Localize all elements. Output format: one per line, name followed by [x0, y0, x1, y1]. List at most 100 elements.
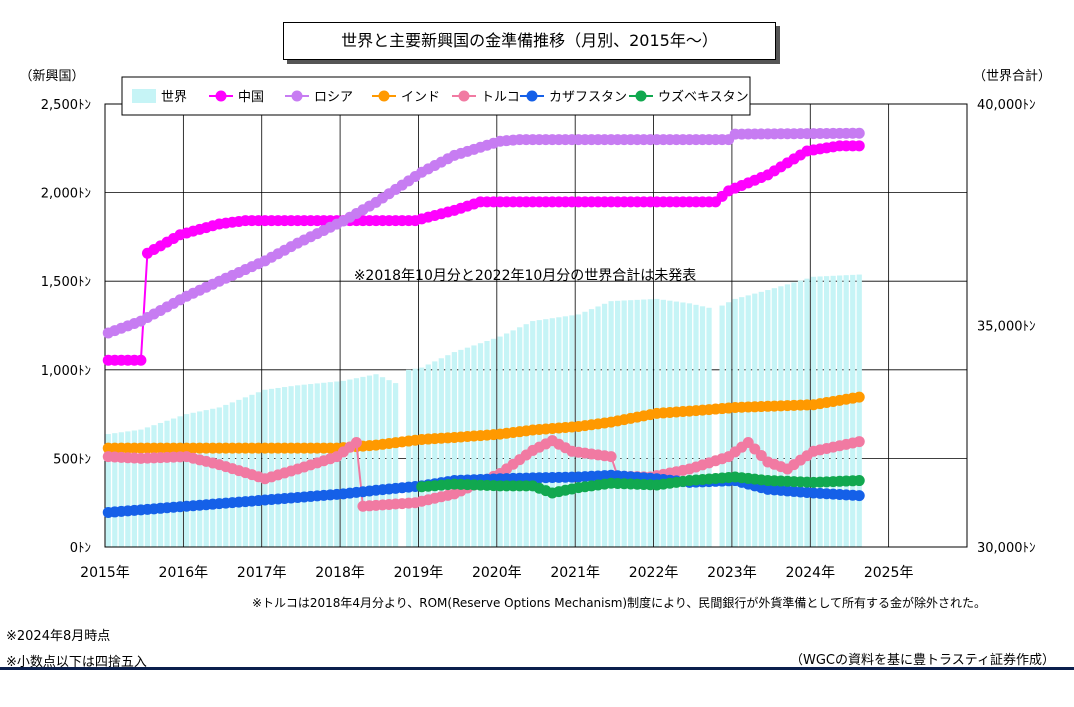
- world-bar: [425, 364, 431, 547]
- legend: 世界 中国 ロシア インド トルコ カザフスタン ウズベキスタン: [121, 76, 751, 116]
- world-bar: [197, 411, 203, 547]
- world-bar: [686, 303, 693, 547]
- world-bar: [229, 402, 235, 547]
- legend-marker: [635, 90, 647, 102]
- world-bar: [347, 379, 353, 547]
- right-axis-title: （世界合計）: [973, 68, 1051, 84]
- legend-marker: [291, 90, 303, 102]
- world-bar: [510, 330, 516, 547]
- x-tick-label: 2016年: [159, 565, 209, 581]
- y-left-tick-label: 500ﾄﾝ: [53, 452, 91, 467]
- y-left-tick-label: 1,000ﾄﾝ: [41, 364, 91, 379]
- legend-marker: [378, 90, 390, 102]
- world-bar: [366, 375, 373, 547]
- world-bar: [255, 392, 262, 547]
- world-bar: [223, 404, 229, 547]
- world-bar: [497, 336, 503, 547]
- world-bar: [262, 389, 268, 547]
- world-bar: [438, 358, 444, 547]
- world-bar: [739, 297, 745, 547]
- world-bar: [856, 274, 862, 547]
- bottom-rule: [0, 667, 1074, 670]
- data-point-kazakhstan: [853, 490, 865, 502]
- legend-label: ウズベキスタン: [658, 89, 749, 105]
- world-bar: [125, 431, 131, 547]
- legend-marker: [215, 90, 227, 102]
- world-bar: [791, 282, 797, 547]
- world-bar: [203, 410, 209, 547]
- x-tick-label: 2020年: [472, 565, 522, 581]
- data-point-turkey: [853, 436, 865, 448]
- world-bar: [693, 304, 699, 547]
- world-bar: [458, 349, 464, 547]
- world-bar: [105, 434, 111, 547]
- world-bar: [327, 382, 333, 547]
- world-bar: [837, 275, 843, 547]
- note-rounding: ※小数点以下は四捨五入: [6, 655, 147, 670]
- y-left-tick-label: 1,500ﾄﾝ: [41, 275, 91, 290]
- data-point-russia: [853, 127, 865, 139]
- world-bar: [334, 381, 340, 547]
- world-bar: [268, 388, 275, 547]
- note-as-of: ※2024年8月時点: [6, 629, 111, 644]
- y-left-tick-label: 0ﾄﾝ: [70, 541, 91, 556]
- world-bar: [340, 380, 346, 547]
- note-turkey: ※トルコは2018年4月分より、ROM(Reserve Options Mech…: [252, 596, 987, 610]
- x-tick-label: 2019年: [394, 565, 444, 581]
- x-tick-label: 2025年: [864, 565, 914, 581]
- world-bar: [131, 430, 137, 547]
- world-bar: [151, 425, 157, 547]
- world-bar: [177, 416, 183, 547]
- y-right-tick-label: 40,000ﾄﾝ: [977, 98, 1036, 113]
- y-right-tick-label: 35,000ﾄﾝ: [977, 320, 1036, 335]
- world-bar: [118, 432, 124, 547]
- world-bar: [210, 408, 216, 547]
- x-tick-label: 2024年: [785, 565, 835, 581]
- legend-marker: [458, 90, 470, 102]
- data-point-china: [853, 140, 865, 152]
- world-bar: [784, 284, 791, 547]
- world-bar: [732, 298, 738, 547]
- world-bar: [170, 418, 177, 547]
- world-bar: [164, 420, 170, 547]
- chart-title: 世界と主要新興国の金準備推移（月別、2015年～）: [283, 22, 776, 60]
- world-bar: [386, 380, 392, 547]
- world-bar: [490, 338, 497, 547]
- world-bar: [184, 414, 190, 547]
- world-bar: [419, 367, 425, 547]
- world-bar: [654, 298, 660, 547]
- world-bar: [719, 305, 725, 547]
- legend-label: ロシア: [314, 90, 353, 105]
- legend-label: トルコ: [481, 90, 520, 105]
- world-bar: [850, 274, 856, 547]
- world-bar: [843, 275, 849, 547]
- world-bar: [373, 374, 379, 547]
- world-bar: [660, 299, 666, 547]
- world-bar: [765, 290, 771, 547]
- data-point-uzbekistan: [853, 475, 865, 487]
- world-bar: [353, 378, 360, 547]
- world-bar: [673, 301, 680, 547]
- world-bar: [412, 368, 418, 547]
- world-bar: [281, 387, 288, 547]
- world-bar: [432, 361, 438, 547]
- world-bar: [667, 300, 673, 547]
- world-bar: [451, 352, 457, 547]
- world-bar: [484, 341, 490, 547]
- annotation-center: ※2018年10月分と2022年10月分の世界合計は未発表: [354, 268, 697, 284]
- legend-label: 中国: [238, 90, 264, 105]
- world-bar: [758, 291, 764, 547]
- world-bar: [752, 293, 758, 547]
- x-tick-label: 2021年: [550, 565, 600, 581]
- world-bar: [504, 333, 510, 547]
- legend-marker: [526, 90, 538, 102]
- y-right-tick-label: 30,000ﾄﾝ: [977, 541, 1036, 556]
- world-bar: [823, 276, 830, 547]
- world-bar: [392, 383, 399, 547]
- world-bar: [471, 345, 477, 547]
- world-bar: [641, 299, 647, 547]
- world-bar: [745, 295, 751, 547]
- x-tick-label: 2023年: [707, 565, 757, 581]
- world-bar: [406, 369, 412, 547]
